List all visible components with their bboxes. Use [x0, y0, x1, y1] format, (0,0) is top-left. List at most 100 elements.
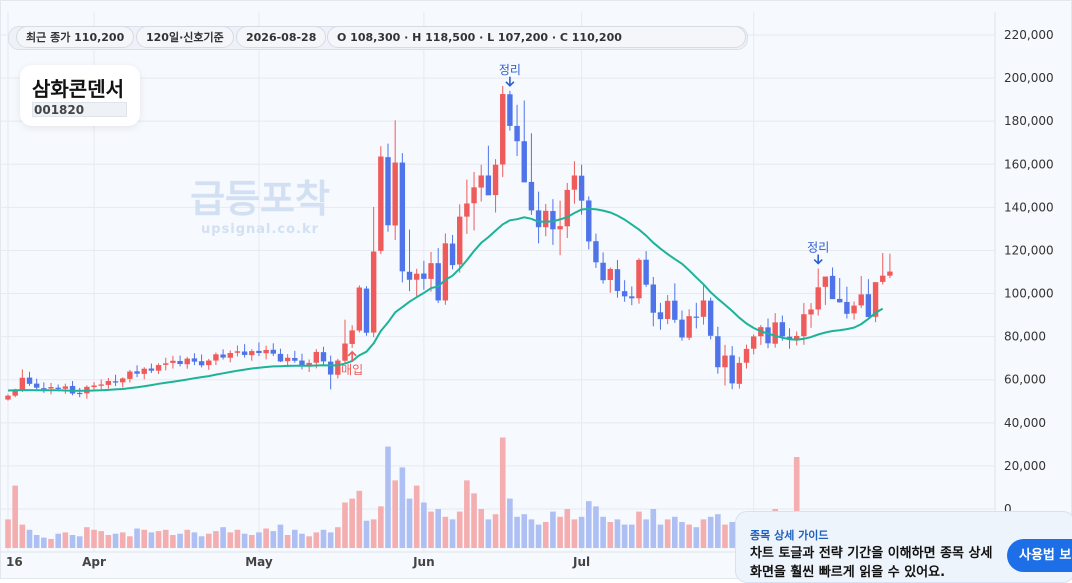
volume-bar [256, 532, 262, 548]
candle [356, 285, 363, 333]
sell-signal-label: 정리 [807, 241, 829, 255]
time-tick-label: Apr [82, 555, 106, 569]
candle [693, 302, 700, 329]
volume-bar [528, 519, 535, 548]
sell-arrow-icon [505, 76, 515, 87]
candle [413, 268, 420, 297]
guide-button[interactable]: 사용법 보기 [1007, 539, 1072, 572]
volume-bar [155, 531, 162, 548]
candle-body [421, 273, 427, 279]
candle-body [127, 371, 133, 379]
volume-bar [485, 519, 492, 548]
moving-average-line [7, 207, 884, 392]
volume-bar [327, 532, 334, 548]
candle [578, 164, 585, 215]
candle [571, 161, 578, 204]
buy-signal-label: 매입 [341, 363, 363, 377]
guide-body: 차트 토글과 전략 기간을 이해하면 종목 상세 화면을 훨씬 빠르게 읽을 수… [750, 546, 993, 580]
candle [614, 259, 621, 298]
period-chip[interactable]: 120일·신호기준 [136, 26, 234, 48]
candle-body [292, 357, 298, 361]
candle-body [220, 354, 226, 358]
volume-bar [292, 529, 298, 548]
candle-body [614, 269, 621, 291]
candle [772, 313, 778, 348]
candle [629, 286, 635, 306]
candle-body [794, 335, 800, 340]
candle [607, 267, 613, 293]
candle [743, 344, 750, 369]
volume-bar [105, 535, 112, 548]
candle [120, 377, 126, 388]
volume-bar [205, 533, 212, 548]
candle [5, 394, 11, 401]
buy-arrow-icon [347, 350, 357, 361]
volume-bar [679, 522, 685, 548]
volume-bar [84, 527, 90, 548]
candle [48, 382, 54, 395]
candle [220, 349, 226, 360]
candle-body [435, 263, 441, 301]
candle-body [514, 125, 520, 142]
candle [779, 315, 786, 341]
candle-body [392, 162, 398, 226]
candle-body [772, 322, 778, 344]
volume-bar [464, 480, 470, 548]
candle-body [19, 377, 26, 391]
candle-body [679, 319, 685, 338]
volume-bar [636, 511, 642, 548]
volume-bar [313, 532, 320, 548]
volume-bar [535, 524, 542, 548]
candle-body [492, 164, 499, 196]
volume-bar [449, 519, 456, 548]
candle-body [507, 94, 513, 126]
volume-bar [198, 536, 205, 548]
volume-bar [134, 528, 140, 548]
price-tick-label: 0 [1004, 502, 1012, 516]
candle-body [227, 353, 233, 358]
candle-body [134, 371, 140, 374]
time-tick-label: 16 [6, 555, 23, 569]
sell-arrow-icon [813, 254, 823, 265]
volume-bar [299, 533, 305, 548]
candle [363, 286, 370, 336]
candle [557, 200, 563, 256]
candle-body [91, 385, 97, 388]
volume-bar [234, 529, 241, 548]
candle [33, 378, 40, 390]
candle-body [621, 291, 628, 297]
candle-body [342, 343, 348, 361]
candle-body [636, 259, 642, 299]
volume-bar [664, 519, 671, 548]
candle [277, 348, 284, 363]
candle [26, 371, 33, 386]
ohlc-chip: O 108,300 · H 118,500 · L 107,200 · C 11… [327, 26, 746, 48]
candle [406, 229, 413, 292]
candle-body [880, 275, 886, 282]
time-tick-label: May [245, 555, 273, 569]
grid-lines [0, 12, 995, 552]
volume-bar [722, 524, 728, 548]
volume-bar [62, 532, 69, 548]
candle-body [858, 294, 864, 306]
candle [500, 86, 506, 177]
candle-body [686, 316, 692, 338]
price-tick-label: 40,000 [1004, 416, 1046, 430]
candle-body [413, 273, 420, 280]
candle-body [485, 175, 492, 196]
candle [672, 283, 678, 323]
candle [163, 357, 169, 371]
volume-bar [220, 527, 226, 548]
volume-bar [263, 528, 269, 548]
volume-bar [363, 520, 370, 548]
candle-body [163, 363, 169, 365]
candle-body [442, 243, 449, 301]
volume-bar [148, 532, 155, 548]
volume-bar [686, 524, 692, 548]
candle [471, 172, 477, 231]
candle [112, 374, 119, 386]
candle [464, 179, 470, 234]
volume-bar [693, 527, 700, 548]
